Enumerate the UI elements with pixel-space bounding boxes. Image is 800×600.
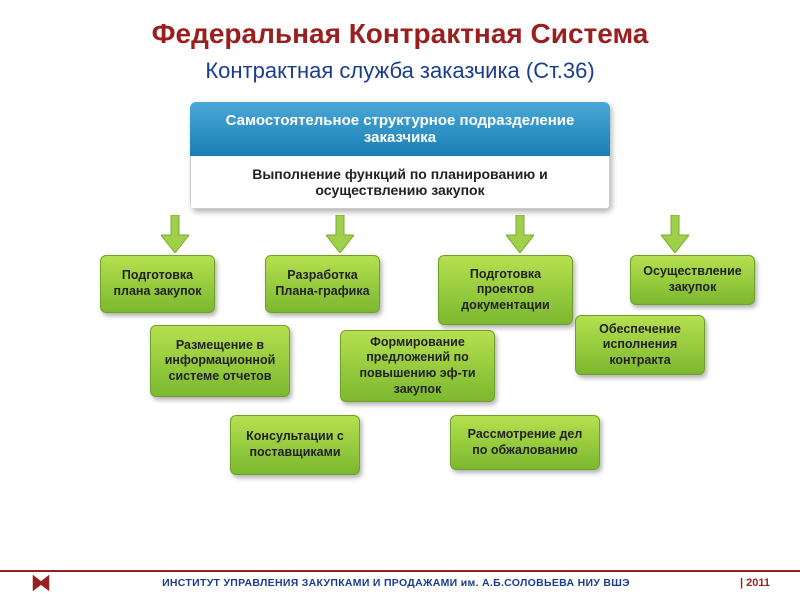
- function-box-rassmotrenie: Рассмотрение дел по обжалованию: [450, 415, 600, 470]
- down-arrow-icon: [161, 215, 189, 253]
- function-box-formirovanie: Формирование предложений по повышению эф…: [340, 330, 495, 402]
- footer: ИНСТИТУТ УПРАВЛЕНИЯ ЗАКУПКАМИ И ПРОДАЖАМ…: [0, 572, 800, 594]
- function-box-osushestvlenie: Осуществление закупок: [630, 255, 755, 305]
- down-arrow-icon: [506, 215, 534, 253]
- main-box-top: Самостоятельное структурное подразделени…: [190, 102, 610, 156]
- function-box-plan-grafik: Разработка Плана-графика: [265, 255, 380, 313]
- function-box-razmeshenie: Размещение в информационной системе отче…: [150, 325, 290, 397]
- down-arrow-icon: [326, 215, 354, 253]
- boxes-grid: Подготовка плана закупок Разработка Плана…: [40, 255, 760, 535]
- main-box-bottom: Выполнение функций по планированию и осу…: [190, 156, 610, 209]
- slide-container: Федеральная Контрактная Система Контракт…: [0, 0, 800, 535]
- function-box-konsult: Консультации с поставщиками: [230, 415, 360, 475]
- down-arrow-icon: [661, 215, 689, 253]
- slide-subtitle: Контрактная служба заказчика (Ст.36): [40, 58, 760, 84]
- footer-text: ИНСТИТУТ УПРАВЛЕНИЯ ЗАКУПКАМИ И ПРОДАЖАМ…: [162, 577, 630, 589]
- function-box-proekt-dok: Подготовка проектов документации: [438, 255, 573, 325]
- footer-year: | 2011: [740, 577, 770, 589]
- main-box: Самостоятельное структурное подразделени…: [190, 102, 610, 209]
- function-box-plan-podgotovka: Подготовка плана закупок: [100, 255, 215, 313]
- function-box-obespechenie: Обеспечение исполнения контракта: [575, 315, 705, 375]
- arrows-row: [40, 215, 760, 255]
- institute-logo-icon: [30, 572, 52, 594]
- slide-title: Федеральная Контрактная Система: [40, 18, 760, 50]
